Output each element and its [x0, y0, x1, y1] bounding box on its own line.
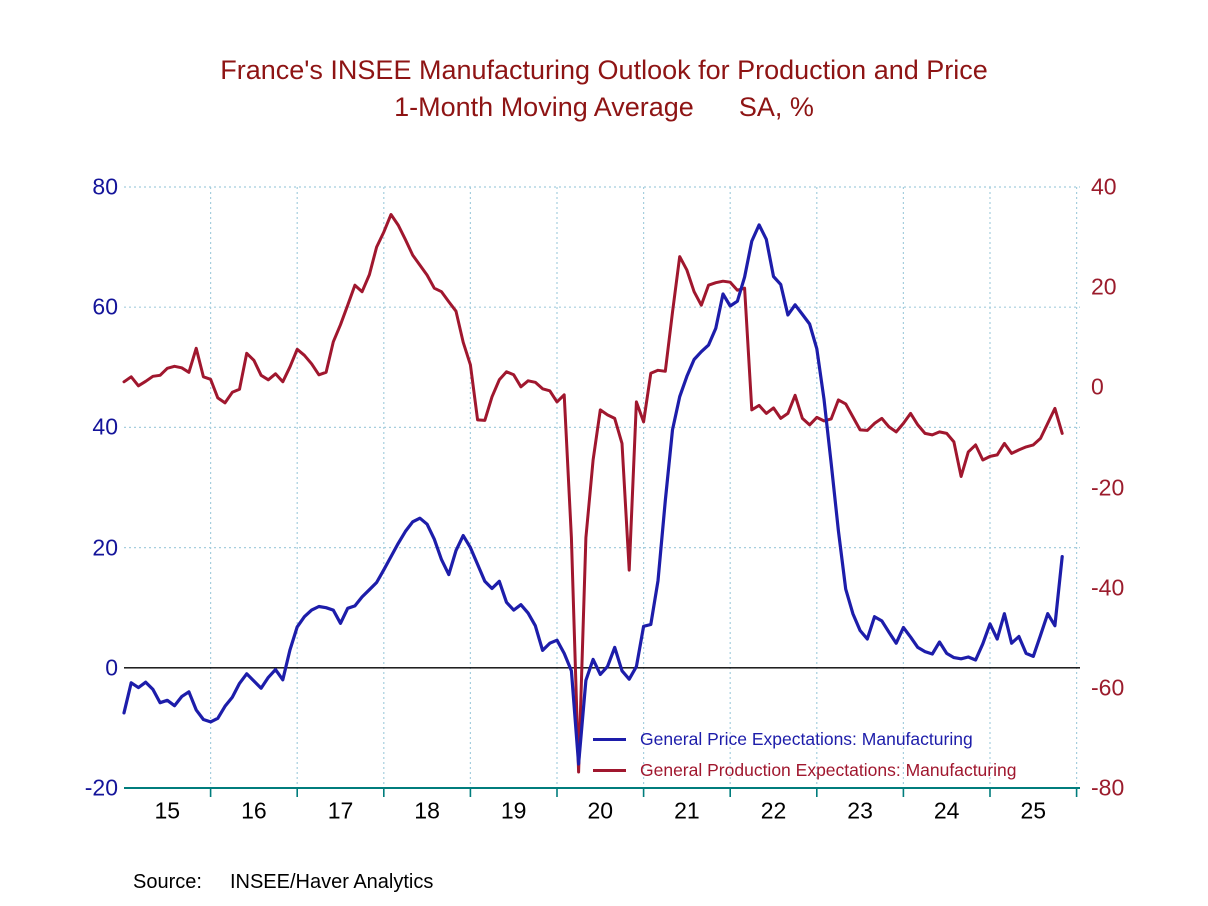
left-axis-tick-label: 0 — [105, 654, 118, 681]
production-expectations-line — [122, 213, 1064, 774]
legend-label-production: General Production Expectations: Manufac… — [640, 760, 1017, 780]
x-axis-year-label: 20 — [587, 797, 614, 824]
right-axis-tick-label: 0 — [1091, 373, 1104, 400]
right-axis-tick-label: -80 — [1091, 774, 1125, 801]
x-axis-year-label: 15 — [154, 797, 181, 824]
legend-label-price: General Price Expectations: Manufacturin… — [640, 729, 973, 749]
x-axis-year-label: 19 — [500, 797, 527, 824]
x-axis-year-label: 25 — [1020, 797, 1047, 824]
left-axis-tick-label: 60 — [92, 293, 118, 320]
x-axis-year-label: 24 — [933, 797, 960, 824]
chart-title-line1: France's INSEE Manufacturing Outlook for… — [220, 55, 988, 85]
left-axis-tick-label: 80 — [92, 173, 118, 200]
x-axis-year-label: 21 — [674, 797, 700, 824]
legend: General Price Expectations: Manufacturin… — [593, 724, 1016, 786]
chart-title-line2: 1-Month Moving Average SA, % — [394, 92, 814, 122]
legend-item-price: General Price Expectations: Manufacturin… — [593, 724, 1016, 755]
right-axis-tick-label: 40 — [1091, 173, 1117, 200]
x-axis-year-label: 22 — [760, 797, 787, 824]
source-value: INSEE/Haver Analytics — [229, 871, 434, 893]
legend-swatch-blue-line — [593, 738, 626, 741]
left-axis-tick-label: -20 — [84, 774, 118, 801]
price-expectations-line — [122, 223, 1064, 766]
right-axis-tick-label: -40 — [1091, 574, 1125, 601]
left-axis-tick-label: 20 — [92, 534, 118, 561]
right-axis-tick-label: -60 — [1091, 674, 1125, 701]
legend-swatch-red-line — [593, 769, 626, 772]
right-axis-tick-label: -20 — [1091, 474, 1125, 500]
source-note: Source: INSEE/Haver Analytics — [133, 871, 433, 894]
x-axis-year-label: 17 — [327, 797, 354, 824]
right-axis-tick-label: 20 — [1091, 273, 1117, 300]
source-label: Source: — [133, 871, 202, 893]
left-axis-tick-label: 40 — [92, 413, 118, 440]
legend-item-production: General Production Expectations: Manufac… — [593, 755, 1016, 786]
x-axis-year-label: 18 — [414, 797, 440, 824]
x-axis-year-label: 16 — [241, 797, 267, 824]
x-axis-year-label: 23 — [847, 797, 873, 824]
chart-title: France's INSEE Manufacturing Outlook for… — [0, 52, 1208, 126]
